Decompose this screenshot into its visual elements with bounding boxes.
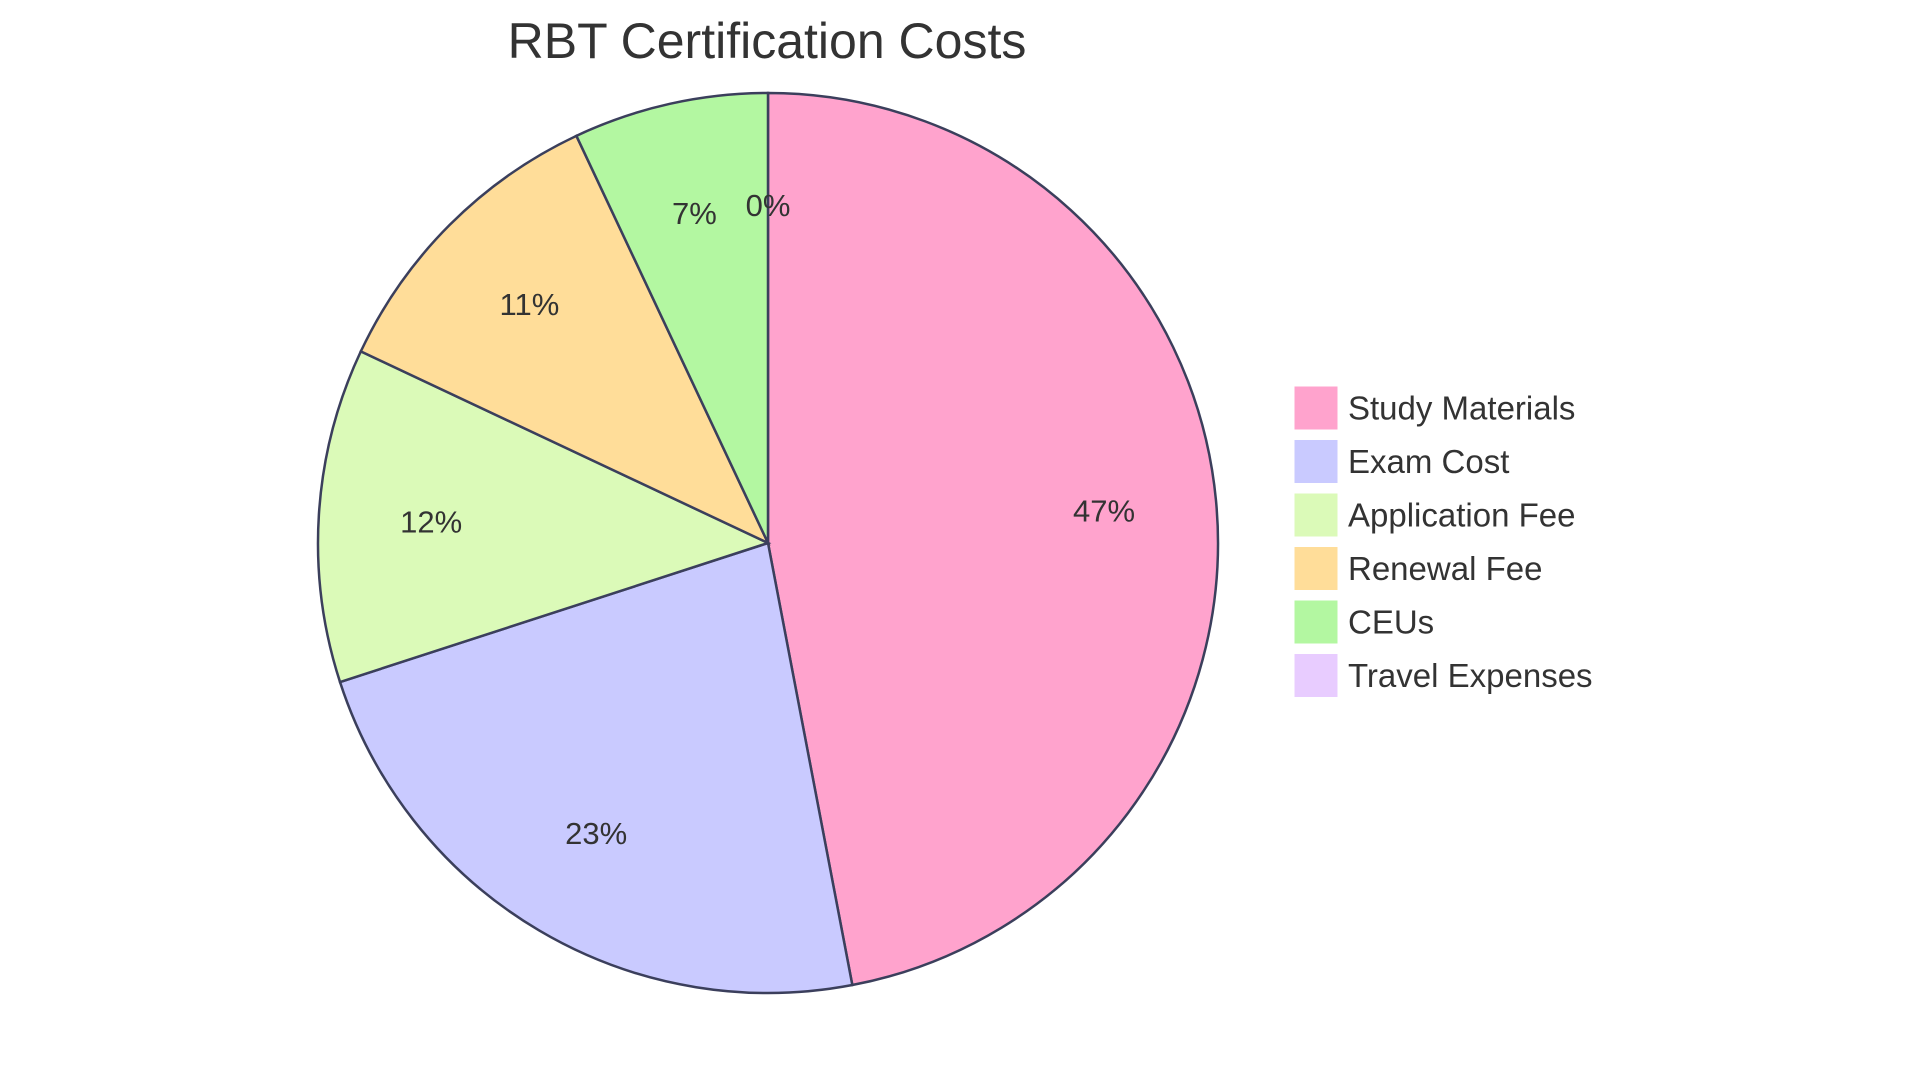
slice-label-renewal-fee: 11% [500,287,560,322]
legend-label-travel-expenses: Travel Expenses [1348,657,1593,694]
slice-renewal-fee [359,134,771,546]
slice-study-materials [766,91,1220,987]
slice-exam-cost [338,541,854,995]
legend-label-renewal-fee: Renewal Fee [1348,550,1542,587]
slice-label-ceus: 7% [672,196,717,231]
slice-label-travel-expenses: 0% [746,188,791,223]
slice-labels: 47% 23% 12% 11% 7% 0% [400,188,1135,851]
slice-label-application-fee: 12% [400,504,462,539]
legend-swatch-application-fee [1293,492,1339,538]
legend-label-study-materials: Study Materials [1348,390,1575,427]
pie-slices [316,91,1220,995]
legend-label-ceus: CEUs [1348,604,1434,641]
legend-swatch-study-materials [1293,385,1339,431]
chart-title: RBT Certification Costs [508,13,1027,69]
slice-label-exam-cost: 23% [565,816,627,851]
legend-label-exam-cost: Exam Cost [1348,443,1509,480]
slice-ceus [574,91,770,544]
legend-label-application-fee: Application Fee [1348,497,1575,534]
slice-application-fee [316,349,772,684]
legend: Study Materials Exam Cost Application Fee R… [1293,385,1593,698]
legend-swatch-exam-cost [1293,439,1339,484]
legend-swatch-renewal-fee [1293,546,1339,591]
legend-swatch-travel-expenses [1293,653,1339,698]
slice-label-study-materials: 47% [1073,494,1135,529]
legend-swatch-ceus [1293,599,1339,645]
